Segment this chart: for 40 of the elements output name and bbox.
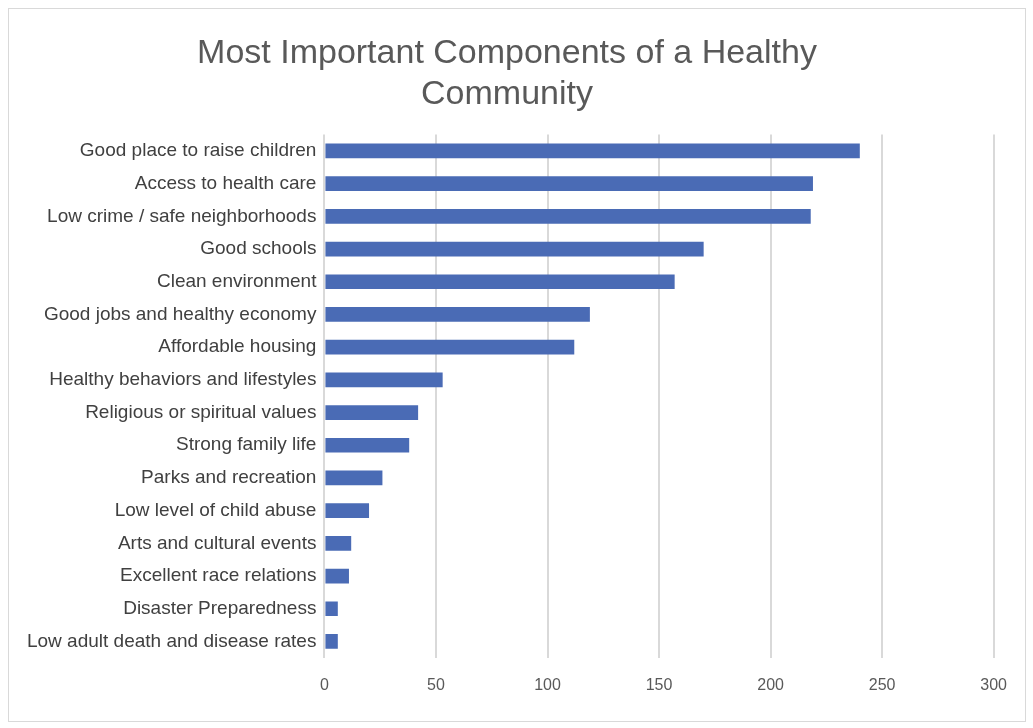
y-tick-label: Strong family life — [175, 433, 317, 455]
y-tick-label: Low adult death and disease rates — [26, 629, 317, 651]
x-tick-label: 100 — [534, 675, 561, 693]
y-tick-label: Arts and cultural events — [117, 531, 317, 553]
bar — [325, 339, 575, 355]
bar — [325, 503, 370, 519]
bar — [325, 568, 349, 584]
y-tick-label: Excellent race relations — [119, 564, 317, 586]
bar — [325, 274, 675, 290]
bar — [325, 470, 383, 486]
y-tick-label: Clean environment — [156, 269, 318, 291]
y-tick-label: Healthy behaviors and lifestyles — [49, 368, 317, 390]
y-tick-label: Disaster Preparedness — [123, 596, 317, 618]
bar — [325, 535, 352, 551]
bar — [325, 634, 338, 649]
bar — [325, 241, 704, 257]
y-tick-label: Good schools — [200, 237, 317, 259]
y-tick-label: Good place to raise children — [79, 139, 317, 161]
y-tick-label: Good jobs and healthy economy — [43, 302, 317, 324]
y-tick-label: Access to health care — [134, 171, 317, 193]
bar — [325, 307, 590, 322]
bar — [325, 143, 860, 159]
bar — [325, 372, 443, 388]
y-tick-label: Low crime / safe neighborhoods — [47, 204, 317, 226]
y-tick-label: Parks and recreation — [141, 466, 317, 488]
y-tick-label: Affordable housing — [158, 335, 317, 357]
x-tick-label: 200 — [757, 675, 785, 693]
bar — [325, 405, 419, 420]
bar — [325, 437, 410, 453]
x-tick-label: 50 — [427, 675, 445, 693]
bar — [325, 176, 813, 192]
x-tick-label: 250 — [868, 675, 896, 693]
y-tick-label: Religious or spiritual values — [85, 400, 317, 422]
y-tick-label: Low level of child abuse — [114, 498, 317, 520]
bar — [325, 208, 811, 224]
x-tick-label: 300 — [980, 675, 1008, 693]
bar — [325, 601, 338, 617]
x-tick-label: 0 — [319, 675, 329, 693]
chart-title: Most Important Components of a Healthy Community — [197, 31, 817, 111]
x-tick-label: 150 — [645, 675, 673, 693]
